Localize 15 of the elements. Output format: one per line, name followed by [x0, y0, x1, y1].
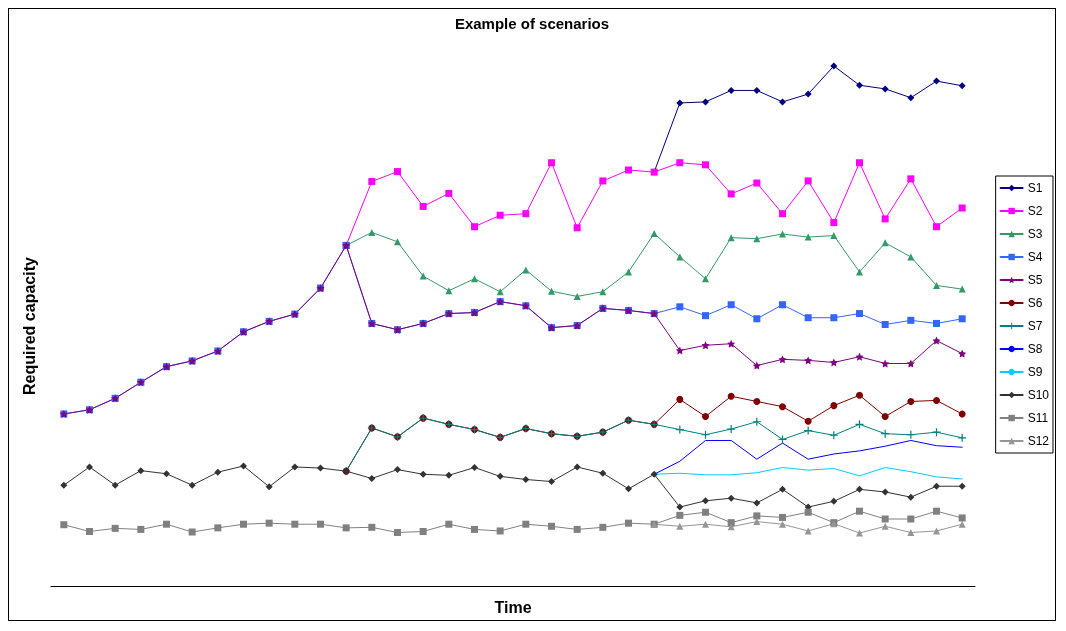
chart-title: Example of scenarios	[454, 15, 610, 32]
legend-label: S10	[1027, 388, 1050, 402]
legend-label: S6	[1027, 296, 1043, 310]
legend-label: S2	[1027, 204, 1043, 218]
legend-label: S1	[1027, 181, 1043, 195]
legend-label: S3	[1027, 227, 1043, 241]
legend-label: S7	[1027, 319, 1043, 333]
x-axis-title: Time	[494, 598, 532, 616]
legend-label: S5	[1027, 273, 1043, 287]
legend-label: S8	[1027, 342, 1043, 356]
legend-label: S12	[1027, 434, 1050, 448]
legend-label: S11	[1027, 411, 1049, 425]
y-axis-title: Required capacity	[20, 257, 38, 395]
legend-label: S9	[1027, 365, 1043, 379]
legend-label: S4	[1027, 250, 1043, 264]
